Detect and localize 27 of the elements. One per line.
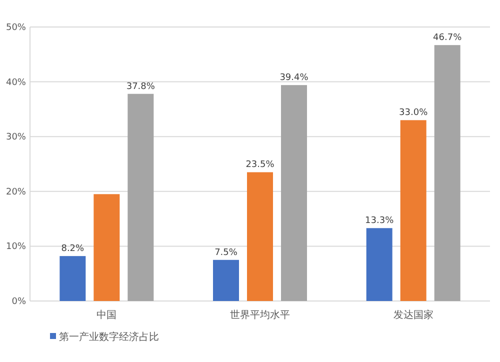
data-label: 46.7% (433, 33, 462, 44)
y-tick-label: 10% (6, 242, 26, 252)
bar (94, 194, 120, 301)
y-tick-label: 40% (6, 78, 26, 88)
bar (247, 172, 273, 301)
data-label: 13.3% (365, 216, 394, 226)
data-label: 33.0% (399, 108, 428, 118)
x-tick-label: 发达国家 (393, 309, 434, 321)
x-tick-label: 中国 (96, 309, 117, 321)
y-tick-label: 0% (12, 297, 26, 307)
legend-label: 第一产业数字经济占比 (59, 331, 159, 343)
y-tick-label: 30% (6, 132, 26, 143)
bar (128, 94, 154, 301)
data-label: 7.5% (214, 248, 238, 258)
bar (434, 45, 460, 301)
data-label: 8.2% (61, 244, 85, 254)
bar (400, 120, 426, 301)
x-tick-label: 世界平均水平 (230, 309, 290, 321)
y-tick-label: 20% (6, 187, 26, 198)
bar (281, 85, 307, 301)
data-label: 39.4% (280, 73, 309, 84)
bar (366, 228, 392, 301)
data-label: 23.5% (246, 160, 275, 170)
bar (60, 256, 86, 301)
bar (213, 260, 239, 301)
y-tick-label: 50% (6, 23, 26, 33)
data-label: 37.8% (126, 82, 156, 92)
